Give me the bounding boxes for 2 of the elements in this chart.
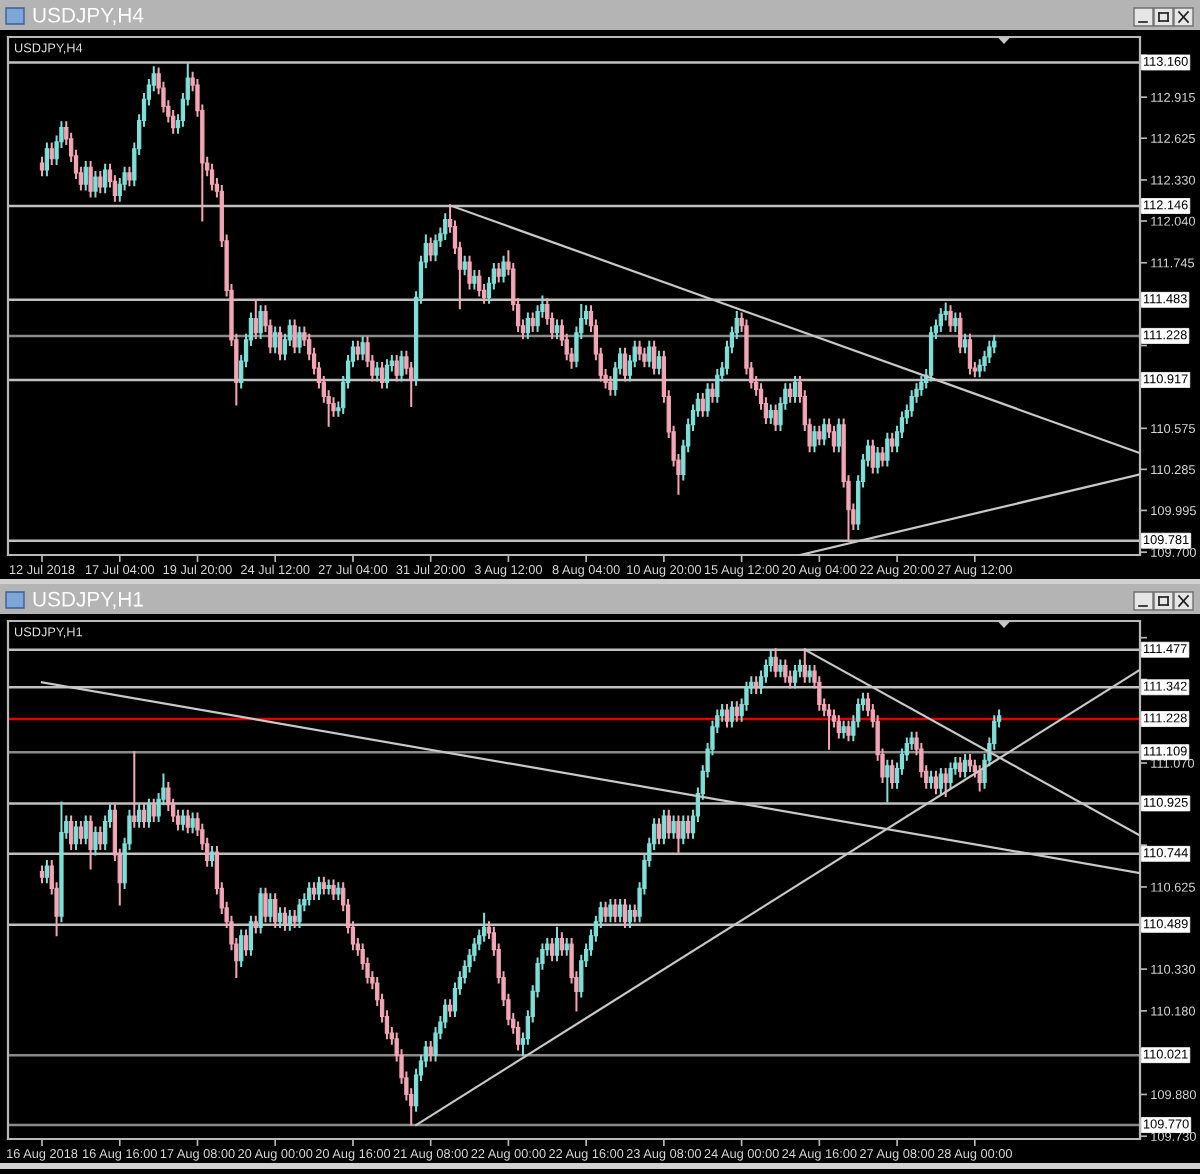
- chart-title: USDJPY,H4: [33, 7, 144, 26]
- chart-title: USDJPY,H1: [33, 591, 143, 610]
